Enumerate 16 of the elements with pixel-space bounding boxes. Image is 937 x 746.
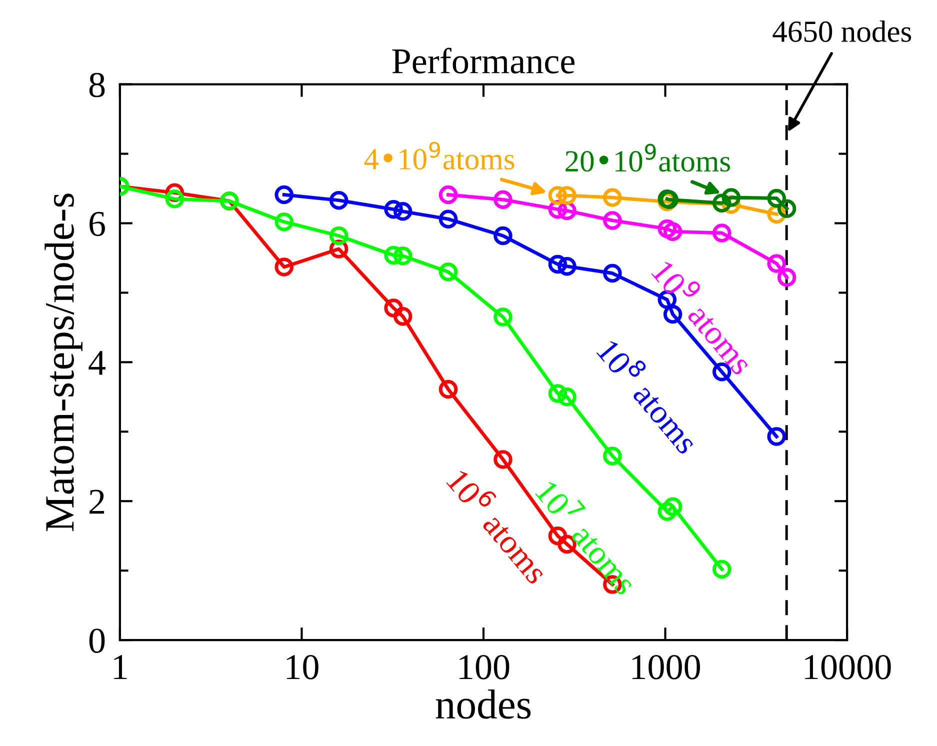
- chart-title: Performance: [392, 48, 574, 74]
- ref-line-label: 4650 nodes: [772, 20, 912, 42]
- y-tick-label: 4: [88, 350, 106, 375]
- x-tick-label: 10000: [805, 655, 891, 680]
- y-axis-title: Matom-steps/node-s: [44, 194, 82, 532]
- x-tick-label: 1000: [632, 655, 700, 680]
- series-label: 20•10$^{9}$atoms: [566, 144, 730, 172]
- x-axis-title: nodes: [436, 689, 531, 719]
- y-tick-label: 2: [90, 490, 104, 514]
- series-label: 4•10$^{9}$atoms: [364, 142, 514, 170]
- x-tick-label: 1: [114, 655, 127, 680]
- y-tick-label: 6: [90, 212, 105, 236]
- y-tick-label: 0: [89, 628, 105, 653]
- x-tick-label: 100: [460, 655, 510, 680]
- x-tick-label: 10: [286, 655, 318, 680]
- y-tick-label: 8: [89, 72, 105, 98]
